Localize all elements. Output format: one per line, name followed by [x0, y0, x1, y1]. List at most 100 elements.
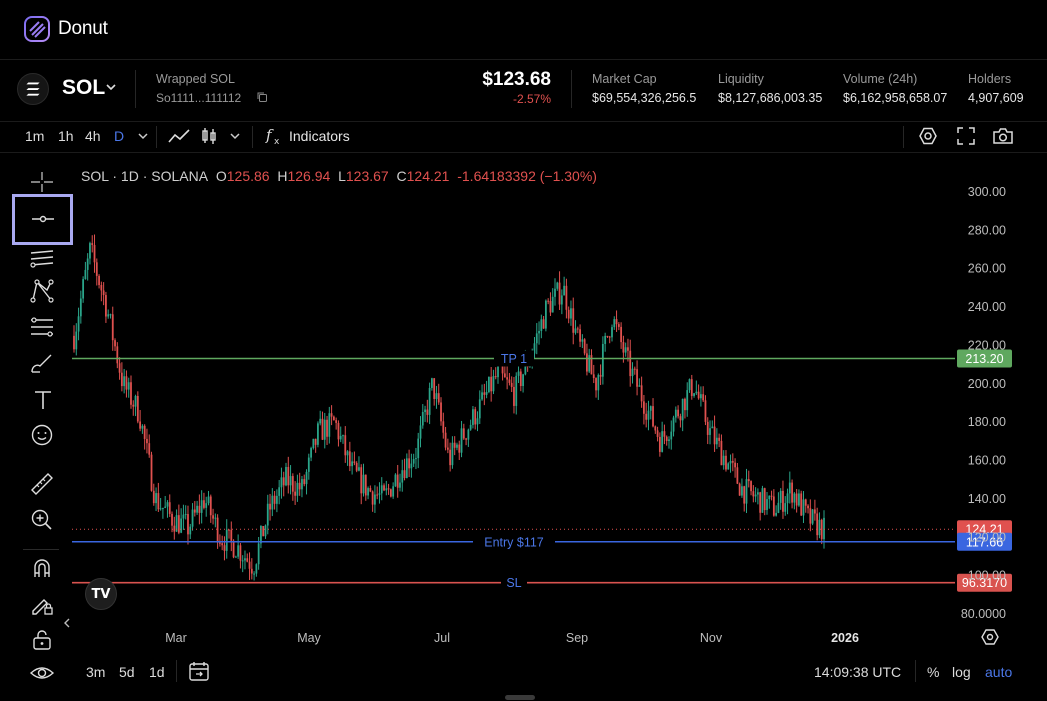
- candle-body: [102, 290, 105, 296]
- candle-body: [565, 285, 568, 310]
- chart-toolbar: [0, 121, 1047, 153]
- candle-body: [469, 424, 472, 430]
- candle-body: [558, 282, 561, 305]
- token-symbol[interactable]: SOL: [62, 76, 106, 99]
- lock-icon[interactable]: [31, 628, 53, 652]
- settings-icon[interactable]: [918, 126, 938, 146]
- divider: [156, 126, 157, 148]
- candle-body: [747, 479, 750, 482]
- brush-icon[interactable]: [29, 352, 55, 374]
- auto-toggle[interactable]: auto: [985, 664, 1013, 680]
- candle-body: [446, 447, 449, 450]
- candle-body: [668, 439, 670, 442]
- crosshair-icon[interactable]: [29, 170, 55, 194]
- copy-icon[interactable]: [256, 91, 268, 103]
- timeframe-1h[interactable]: 1h: [58, 128, 74, 144]
- candle-body: [125, 376, 128, 390]
- candle-body: [248, 561, 251, 569]
- candle-body: [622, 342, 625, 353]
- calendar-goto-icon[interactable]: [188, 660, 210, 682]
- fullscreen-icon[interactable]: [957, 127, 975, 145]
- candle-body: [314, 438, 317, 445]
- candle-body: [456, 444, 458, 448]
- stat-holders: Holders 4,907,609: [968, 72, 1024, 105]
- candle-body: [481, 392, 483, 400]
- candle-body: [535, 333, 538, 344]
- candle-body: [435, 393, 438, 399]
- candle-body: [95, 262, 98, 276]
- text-icon[interactable]: [31, 389, 55, 411]
- range-5d[interactable]: 5d: [119, 664, 135, 680]
- candle-body: [640, 385, 643, 402]
- percent-toggle[interactable]: %: [927, 664, 940, 680]
- candle-body: [620, 326, 623, 343]
- emoji-icon[interactable]: [30, 423, 54, 447]
- axis-settings-icon[interactable]: [981, 628, 999, 646]
- range-3m[interactable]: 3m: [86, 664, 106, 680]
- resize-handle[interactable]: [505, 695, 535, 700]
- timeframe-4h[interactable]: 4h: [85, 128, 101, 144]
- candle-body: [159, 508, 162, 510]
- candle-body: [734, 462, 736, 468]
- path-icon[interactable]: [29, 278, 55, 304]
- stat-value: 4,907,609: [968, 91, 1024, 105]
- stat-label: Liquidity: [718, 72, 764, 86]
- candle-body: [711, 426, 714, 429]
- candle-body: [91, 243, 94, 246]
- chevron-down-icon[interactable]: [229, 131, 241, 141]
- timeframe-1m[interactable]: 1m: [25, 128, 45, 144]
- candle-body: [339, 435, 342, 440]
- open-value: 125.86: [226, 168, 270, 184]
- indicators-button[interactable]: Indicators: [289, 128, 350, 144]
- candle-body: [590, 355, 593, 375]
- candles-icon[interactable]: [200, 126, 218, 146]
- ruler-icon[interactable]: [29, 471, 55, 497]
- camera-icon[interactable]: [992, 126, 1014, 146]
- x-tick-label: 2026: [831, 631, 859, 645]
- log-toggle[interactable]: log: [952, 664, 971, 680]
- range-1d[interactable]: 1d: [149, 664, 165, 680]
- candle-body: [84, 269, 87, 280]
- candle-body: [285, 466, 287, 486]
- candle-body: [440, 402, 442, 422]
- candle-body: [150, 454, 153, 491]
- parallel-lines-icon[interactable]: [29, 247, 55, 269]
- svg-text:f: f: [265, 126, 274, 144]
- stat-value: $6,162,958,658.07: [843, 91, 948, 105]
- chevron-down-icon[interactable]: [104, 80, 118, 94]
- utc-clock[interactable]: 14:09:38 UTC: [814, 664, 902, 680]
- candle-body: [241, 560, 244, 562]
- candle-body: [221, 543, 224, 546]
- candle-body: [353, 461, 356, 463]
- candle-body: [319, 418, 322, 424]
- candle-body: [335, 420, 338, 423]
- candle-body: [722, 455, 725, 466]
- stat-label: Volume (24h): [843, 72, 918, 86]
- eye-icon[interactable]: [29, 662, 55, 684]
- candle-body: [727, 463, 730, 470]
- fib-icon[interactable]: [29, 316, 55, 338]
- app-logo[interactable]: Donut: [24, 16, 108, 42]
- magnet-icon[interactable]: [30, 556, 54, 580]
- candle-body: [162, 507, 164, 509]
- candle-body: [524, 359, 527, 375]
- timeframe-d[interactable]: D: [114, 128, 125, 144]
- line-chart-icon[interactable]: [167, 127, 191, 145]
- candle-body: [736, 467, 739, 484]
- tradingview-logo[interactable]: TV: [85, 578, 117, 610]
- candle-body: [100, 285, 103, 291]
- candle-body: [702, 394, 705, 401]
- chevron-down-icon[interactable]: [137, 131, 149, 141]
- pencil-lock-icon[interactable]: [30, 592, 54, 616]
- candle-body: [563, 285, 566, 296]
- candle-body: [567, 309, 570, 319]
- horizontal-line-icon[interactable]: [30, 207, 56, 231]
- chart-title: SOL · 1D · SOLANA: [81, 168, 209, 184]
- candle-body: [581, 339, 584, 342]
- candle-body: [109, 314, 112, 316]
- candle-body: [617, 324, 620, 327]
- svg-text:x: x: [274, 137, 280, 146]
- collapse-left-icon[interactable]: [62, 616, 72, 630]
- zoom-in-icon[interactable]: [30, 508, 54, 532]
